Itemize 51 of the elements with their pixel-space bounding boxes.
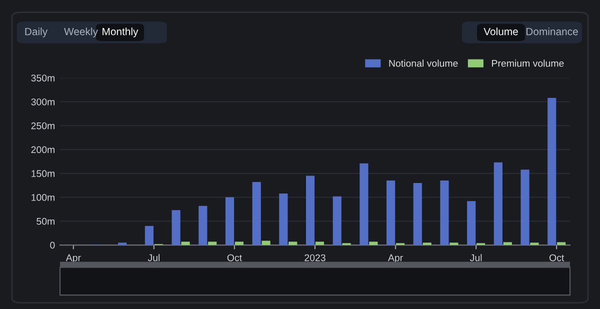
legend-label: Premium volume [492,60,564,67]
bar [225,197,234,246]
bar [181,242,190,246]
bar [262,240,270,246]
bar [234,242,244,246]
text: Volume [484,28,518,36]
text: Monthly [102,28,138,38]
bar [360,163,368,246]
bar [557,242,566,246]
text: Weekly [64,28,98,38]
x-tick-label: Apr [388,254,403,264]
bar [413,182,422,246]
y-tick-label: 0 [50,242,55,249]
x-tick-label: Oct [227,254,242,262]
bar [172,210,180,246]
bar [494,162,502,246]
bar [198,206,208,246]
y-tick-label: 250m [31,122,54,130]
bar [252,182,261,246]
bar [118,242,127,246]
bar [144,226,154,246]
bar [369,242,378,246]
bar [315,242,324,246]
x-tick-label: Oct [549,254,564,262]
text: Dominance [526,28,578,36]
bar [450,242,458,246]
legend-label: Notional volume [389,60,458,67]
x-tick-label: 2023 [304,254,326,262]
y-tick-label: 200m [31,146,54,154]
bar [503,242,512,246]
y-tick-label: 300m [31,98,54,106]
x-tick-label: Apr [66,254,81,264]
text: Daily [25,28,48,38]
bar [386,180,396,246]
y-tick-label: 150m [32,170,54,178]
y-tick-label: 50m [36,218,54,225]
bar [288,242,298,246]
bar [208,242,217,246]
bar [306,176,315,246]
x-tick-label: Jul [470,254,482,262]
bar [548,98,556,246]
bar [279,193,288,246]
x-tick-label: Jul [148,254,160,262]
bar [530,242,539,246]
y-tick-label: 350m [31,74,54,82]
bar [520,170,530,246]
y-tick-label: 100m [32,194,54,201]
bar [440,180,449,246]
bar [422,242,432,246]
bar [332,196,342,246]
bar [467,201,476,246]
